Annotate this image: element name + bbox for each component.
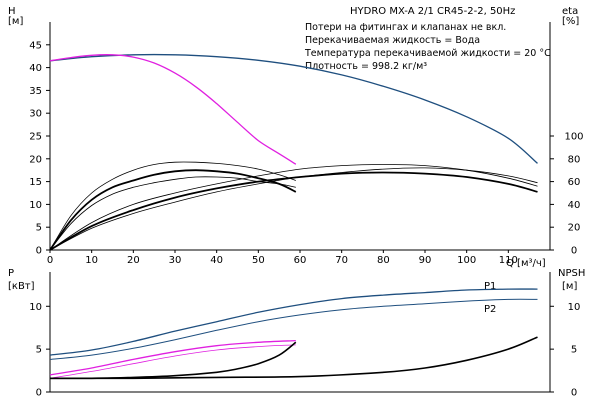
x-tick-label: 50: [252, 255, 265, 266]
p1-label: P1: [484, 281, 496, 292]
note-line-2: Перекачиваемая жидкость = Вода: [305, 35, 480, 46]
y-left-tick-label: 10: [29, 302, 42, 313]
note-line-3: Температура перекачиваемой жидкости = 20…: [304, 48, 551, 59]
series-head-blue-line: [49, 53, 538, 164]
npsh-axis-label-line1: NPSH: [558, 268, 585, 279]
x-tick-label: 40: [210, 255, 223, 266]
y-right-tick-label: 80: [568, 154, 581, 165]
y-left-tick-label: 40: [29, 63, 42, 74]
y-right-tick-label: 60: [568, 177, 581, 188]
y-right-tick-label: 0: [571, 388, 577, 399]
series-p-magenta-b-line: [49, 344, 296, 379]
series-npsh-right-line: [49, 336, 538, 380]
y-right-tick-label: 10: [568, 302, 581, 313]
y-left-tick-label: 0: [36, 246, 42, 257]
series-p2-blue-line: [49, 298, 538, 360]
head-efficiency-panel: H [м] eta [%] HYDRO MX-A 2/1 CR45-2-2, 5…: [8, 6, 584, 269]
series-eta-right-c-line: [49, 167, 538, 251]
x-axis-label: Q [м³/ч]: [506, 258, 546, 269]
npsh-axis-label-line2: [м]: [562, 281, 577, 292]
p2-label: P2: [484, 304, 496, 315]
series-p-magenta-a-line: [49, 339, 296, 376]
series-eta-left-a-line: [49, 161, 296, 251]
y-right-tick-label: 5: [571, 345, 577, 356]
x-tick-label: 30: [169, 255, 182, 266]
series-p1-blue-line: [49, 288, 538, 356]
y-left-tick-label: 20: [29, 154, 42, 165]
y-left-tick-label: 5: [36, 345, 42, 356]
note-line-1: Потери на фитингах и клапанах не вкл.: [305, 22, 506, 33]
y-left-tick-label: 0: [36, 388, 42, 399]
x-tick-label: 90: [419, 255, 432, 266]
y-right-tick-label: 20: [568, 223, 581, 234]
y-left-tick-label: 45: [29, 40, 42, 51]
y-left-tick-label: 30: [29, 109, 42, 120]
y-right-tick-label: 0: [571, 246, 577, 257]
x-tick-label: 110: [499, 255, 518, 266]
x-tick-label: 100: [457, 255, 476, 266]
y-left-tick-label: 15: [29, 177, 42, 188]
x-tick-label: 20: [127, 255, 140, 266]
y-left-tick-label: 25: [29, 132, 42, 143]
note-line-4: Плотность = 998.2 кг/м³: [305, 61, 427, 72]
y-right-tick-label: 40: [568, 200, 581, 211]
y-left-tick-label: 35: [29, 86, 42, 97]
x-tick-label: 10: [85, 255, 98, 266]
series-eta-left-c-line: [49, 176, 296, 251]
y-right-tick-label: 100: [564, 132, 583, 143]
y-left-tick-label: 10: [29, 200, 42, 211]
y-left-tick-label: 5: [36, 223, 42, 234]
x-tick-label: 70: [335, 255, 348, 266]
y-right-label-line2: [%]: [562, 16, 579, 27]
y-left-label-line1: H: [8, 6, 16, 17]
y-right-label-line1: eta: [562, 6, 578, 17]
chart-title: HYDRO MX-A 2/1 CR45-2-2, 50Hz: [350, 6, 515, 17]
p-axis-label-line1: P: [8, 268, 14, 279]
series-eta-left-b-line: [49, 169, 297, 251]
series-head-magenta-line: [49, 54, 297, 165]
p-axis-label-line2: [кВт]: [8, 281, 35, 292]
x-tick-label: 60: [294, 255, 307, 266]
x-tick-label: 0: [47, 255, 53, 266]
series-npsh-left-line: [49, 341, 297, 380]
y-left-label-line2: [м]: [8, 16, 23, 27]
x-tick-label: 80: [377, 255, 390, 266]
power-npsh-panel: P [кВт] NPSH [м] P1 P2 0 5 10 0 5 10: [8, 268, 585, 399]
